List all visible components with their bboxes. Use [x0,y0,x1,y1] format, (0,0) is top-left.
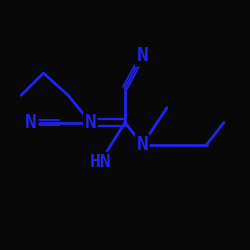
Text: N: N [136,46,148,65]
Text: N: N [136,135,148,154]
Text: N: N [25,113,37,132]
Text: HN: HN [90,153,111,171]
Text: N: N [84,113,96,132]
